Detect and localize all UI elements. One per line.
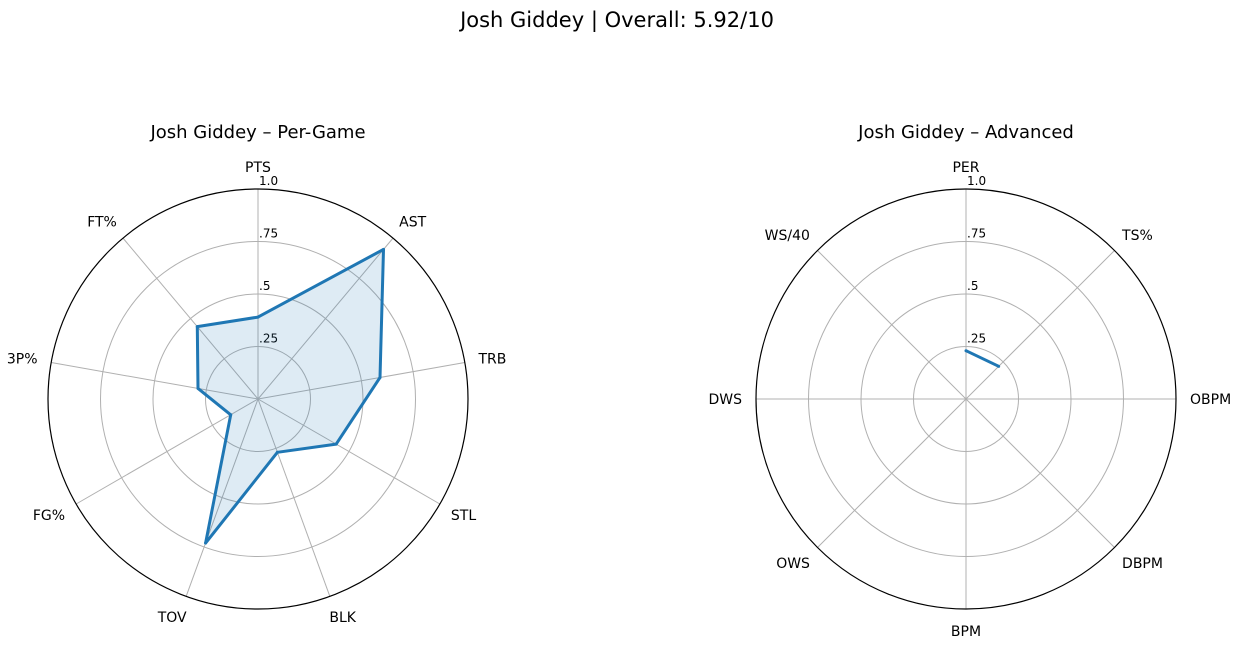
chart-title: Josh Giddey – Advanced xyxy=(857,122,1074,143)
r-tick-label: 1.0 xyxy=(967,174,986,188)
data-point-blk xyxy=(275,450,279,454)
spoke-ts-pct xyxy=(965,250,1115,400)
r-tick-label: .5 xyxy=(967,279,978,293)
data-point-stl xyxy=(334,442,338,446)
category-label-fg-pct: FG% xyxy=(33,508,65,524)
spoke-fg-pct xyxy=(75,398,259,505)
spoke-ows xyxy=(817,398,967,548)
series-line xyxy=(965,349,1000,368)
data-point-ast xyxy=(382,247,386,251)
spoke-ast xyxy=(257,237,394,400)
data-point-ts-pct xyxy=(997,364,1001,368)
r-tick-label: .75 xyxy=(259,227,278,241)
spoke-stl xyxy=(257,398,441,505)
data-point-fg-pct xyxy=(229,413,233,417)
spoke-ft-pct xyxy=(122,237,259,400)
category-label-per: PER xyxy=(952,160,979,176)
chart-title: Josh Giddey – Per-Game xyxy=(149,122,365,143)
r-tick-label: .5 xyxy=(259,279,270,293)
category-label-tov: TOV xyxy=(157,610,187,626)
spoke-dbpm xyxy=(965,398,1115,548)
figure-suptitle: Josh Giddey | Overall: 5.92/10 xyxy=(460,8,774,32)
r-tick-label: 1.0 xyxy=(259,174,278,188)
spoke-3p-pct xyxy=(51,362,259,400)
data-point-trb xyxy=(378,375,382,379)
category-label-dbpm: DBPM xyxy=(1122,556,1163,572)
polar-frame xyxy=(47,188,469,610)
r-tick-label: .75 xyxy=(967,227,986,241)
r-tick-label: .25 xyxy=(967,332,986,346)
category-label-ft-pct: FT% xyxy=(87,214,117,230)
category-label-dws: DWS xyxy=(708,392,742,408)
spoke-trb xyxy=(257,362,465,400)
series-line xyxy=(195,247,385,545)
category-label-ws-40: WS/40 xyxy=(765,228,810,244)
data-point-3p-pct xyxy=(196,386,200,390)
spoke-blk xyxy=(257,398,331,597)
category-label-stl: STL xyxy=(451,508,476,524)
data-point-pts xyxy=(256,315,260,319)
series-area xyxy=(197,249,384,544)
category-label-blk: BLK xyxy=(329,610,356,626)
data-point-ft-pct xyxy=(195,325,199,329)
r-tick-label: .25 xyxy=(259,332,278,346)
category-label-3p-pct: 3P% xyxy=(7,352,38,368)
category-label-ts-pct: TS% xyxy=(1121,228,1153,244)
category-label-trb: TRB xyxy=(477,352,506,368)
polar-frame xyxy=(755,188,1177,610)
category-label-ows: OWS xyxy=(776,556,810,572)
spoke-tov xyxy=(185,398,259,597)
category-label-bpm: BPM xyxy=(951,624,981,640)
data-point-per xyxy=(964,349,968,353)
data-point-tov xyxy=(204,541,208,545)
category-label-obpm: OBPM xyxy=(1190,392,1231,408)
category-label-pts: PTS xyxy=(245,160,271,176)
category-label-ast: AST xyxy=(399,214,426,230)
spoke-ws-40 xyxy=(817,250,967,400)
